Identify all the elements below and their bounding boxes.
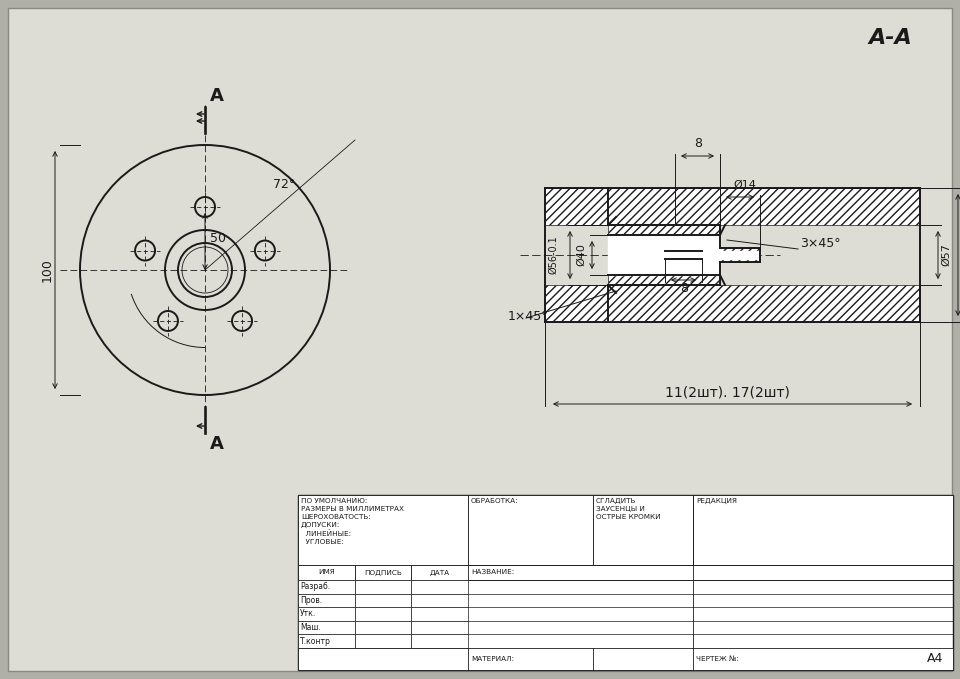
Bar: [354, 593, 411, 607]
Bar: [354, 607, 411, 621]
Bar: [354, 580, 411, 593]
Text: ИМЯ: ИМЯ: [318, 570, 335, 576]
Bar: [411, 607, 468, 621]
Bar: [298, 593, 354, 607]
Bar: [411, 634, 468, 648]
Text: Ø57: Ø57: [941, 244, 951, 266]
Bar: [298, 621, 354, 634]
Text: Утк.: Утк.: [300, 610, 316, 619]
Text: ПО УМОЛЧАНИЮ:
РАЗМЕРЫ В МИЛЛИМЕТРАХ
ШЕРОХОВАТОСТЬ:
ДОПУСКИ:
  ЛИНЕЙНЫЕ:
  УГЛОВЫ: ПО УМОЛЧАНИЮ: РАЗМЕРЫ В МИЛЛИМЕТРАХ ШЕРО…: [301, 498, 404, 545]
Text: ПОДПИСЬ: ПОДПИСЬ: [364, 570, 402, 576]
Bar: [298, 634, 354, 648]
Text: ЧЕРТЕЖ №:: ЧЕРТЕЖ №:: [696, 656, 739, 662]
Polygon shape: [608, 235, 720, 275]
Text: ОБРАБОТКА:: ОБРАБОТКА:: [471, 498, 518, 504]
Text: Маш.: Маш.: [300, 623, 321, 632]
Text: 72°: 72°: [273, 178, 296, 191]
Bar: [298, 495, 468, 565]
Text: Пров.: Пров.: [300, 596, 323, 605]
Bar: [608, 225, 720, 235]
Text: МАТЕРИАЛ:: МАТЕРИАЛ:: [471, 656, 515, 662]
Bar: [298, 495, 953, 670]
Text: 50: 50: [210, 232, 226, 246]
Bar: [411, 621, 468, 634]
Text: НАЗВАНИЕ:: НАЗВАНИЕ:: [471, 570, 515, 576]
Text: 11(2шт). 17(2шт): 11(2шт). 17(2шт): [665, 385, 790, 399]
Text: 8: 8: [681, 282, 688, 295]
Text: ДАТА: ДАТА: [430, 570, 449, 576]
Bar: [298, 607, 354, 621]
Text: A: A: [210, 87, 224, 105]
Bar: [593, 495, 693, 565]
Text: Разраб.: Разраб.: [300, 583, 330, 591]
Bar: [354, 634, 411, 648]
Polygon shape: [720, 251, 760, 259]
Bar: [545, 285, 920, 322]
Bar: [354, 565, 411, 580]
Text: 8: 8: [694, 137, 703, 150]
Text: Ø14: Ø14: [733, 180, 756, 190]
Text: 3×45°: 3×45°: [800, 237, 841, 250]
Text: РЕДАКЦИЯ: РЕДАКЦИЯ: [696, 498, 737, 504]
Text: A-A: A-A: [868, 28, 912, 48]
Text: 1×45°: 1×45°: [508, 310, 548, 323]
Bar: [608, 275, 720, 285]
Bar: [468, 495, 593, 565]
Bar: [545, 188, 920, 225]
Text: СГЛАДИТЬ
ЗАУСЕНЦЫ И
ОСТРЫЕ КРОМКИ: СГЛАДИТЬ ЗАУСЕНЦЫ И ОСТРЫЕ КРОМКИ: [596, 498, 660, 520]
Bar: [411, 580, 468, 593]
Bar: [354, 621, 411, 634]
Text: Ø56-0.1: Ø56-0.1: [548, 236, 558, 274]
Text: Ø40: Ø40: [576, 244, 586, 266]
Bar: [411, 593, 468, 607]
Bar: [693, 495, 953, 565]
Bar: [298, 565, 354, 580]
Text: Т.контр: Т.контр: [300, 637, 331, 646]
Bar: [298, 580, 354, 593]
Bar: [720, 248, 760, 251]
Bar: [411, 565, 468, 580]
Text: A: A: [210, 435, 224, 453]
Bar: [720, 259, 760, 262]
Text: А4: А4: [926, 653, 943, 665]
Text: 100: 100: [40, 258, 54, 282]
Bar: [298, 648, 953, 670]
